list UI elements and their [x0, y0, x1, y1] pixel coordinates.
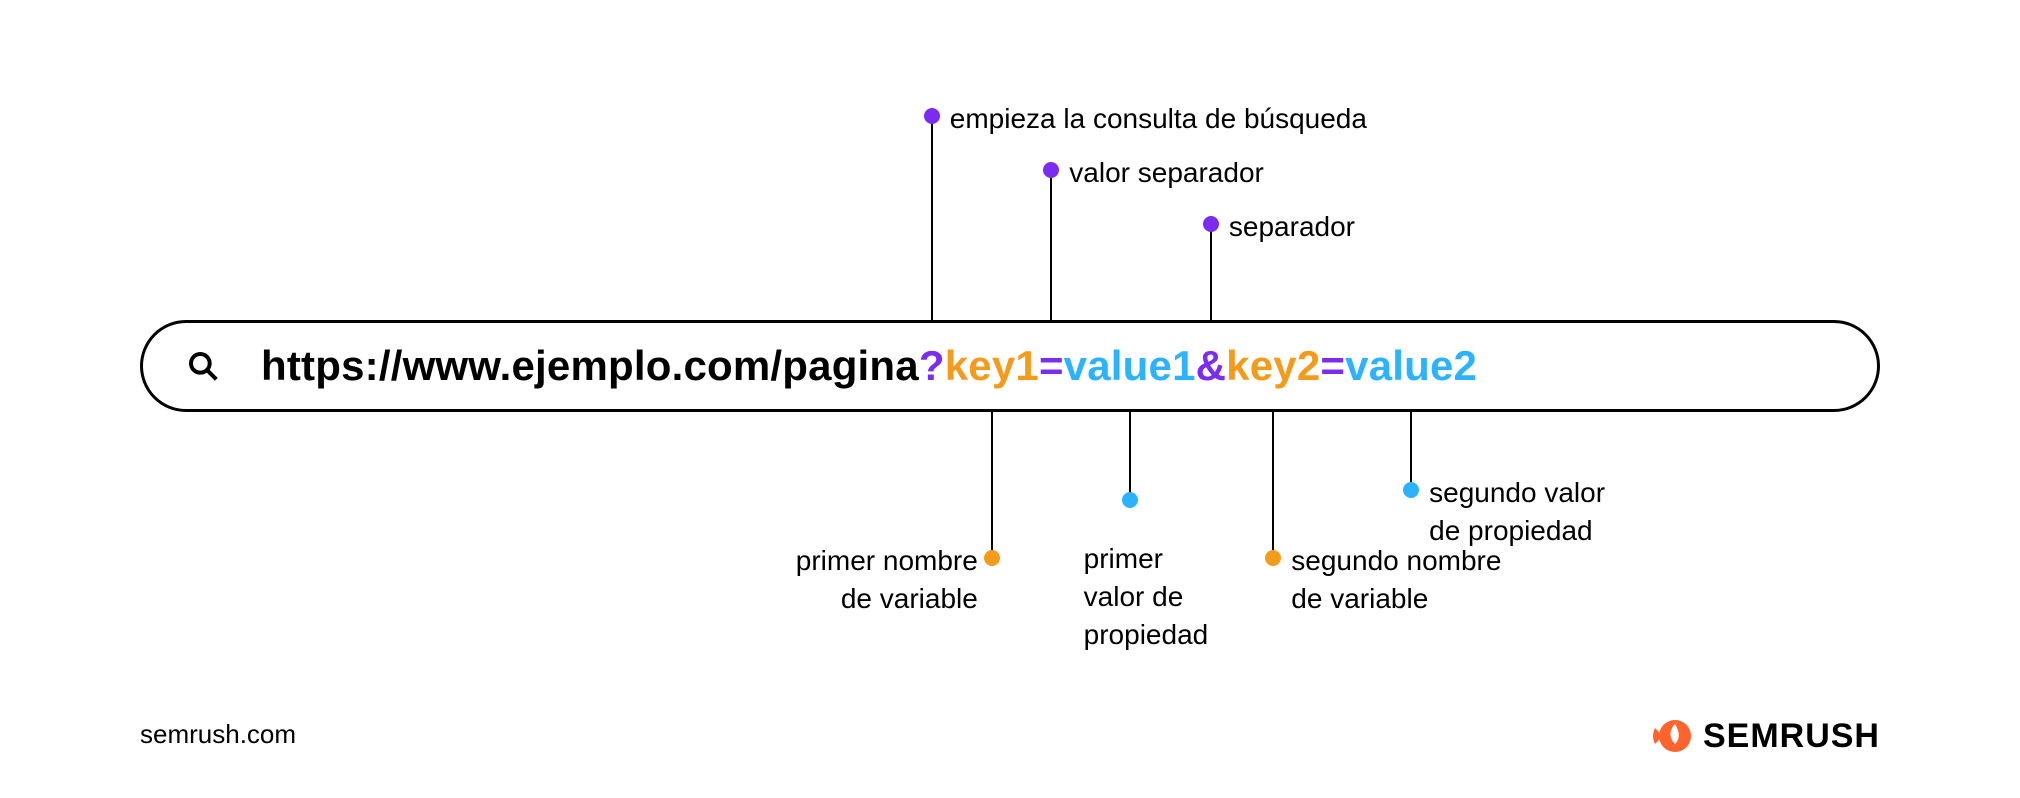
brand-logo: SEMRUSH: [1649, 714, 1880, 758]
url-part-amp: &: [1196, 342, 1227, 390]
url-part-value1: value1: [1064, 342, 1196, 390]
footer-site: semrush.com: [140, 719, 296, 750]
url-part-eq1: =: [1039, 342, 1064, 390]
brand-fire-icon: [1649, 714, 1693, 758]
url-part-value2: value2: [1345, 342, 1477, 390]
url-part-base: https://www.ejemplo.com/pagina: [261, 342, 919, 390]
annotation-label: separador: [1229, 208, 1355, 246]
annotation-dot: [984, 550, 1000, 566]
annotation-label: primer nombrede variable: [796, 542, 978, 618]
url-part-key2: key2: [1226, 342, 1320, 390]
url-text: https://www.ejemplo.com/pagina?key1=valu…: [261, 342, 1477, 390]
url-part-key1: key1: [945, 342, 1039, 390]
brand-name: SEMRUSH: [1703, 717, 1880, 756]
connector-line: [1129, 412, 1131, 500]
connector-line: [1050, 178, 1052, 320]
annotation-dot: [1265, 550, 1281, 566]
connector-line: [1210, 232, 1212, 320]
connector-line: [991, 412, 993, 558]
diagram-canvas: empieza la consulta de búsqueda valor sep…: [0, 0, 2020, 798]
connector-line: [1410, 412, 1412, 490]
annotation-label: segundo nombrede variable: [1291, 542, 1501, 618]
annotation-dot: [924, 108, 940, 124]
url-bar: https://www.ejemplo.com/pagina?key1=valu…: [140, 320, 1880, 412]
annotation-dot: [1203, 216, 1219, 232]
url-part-eq2: =: [1320, 342, 1345, 390]
annotation-dot: [1122, 492, 1138, 508]
annotation-label: valor separador: [1069, 154, 1264, 192]
annotation-label: segundo valorde propiedad: [1429, 474, 1605, 550]
annotation-dot: [1403, 482, 1419, 498]
annotation-dot: [1043, 162, 1059, 178]
annotation-label: empieza la consulta de búsqueda: [950, 100, 1367, 138]
connector-line: [1272, 412, 1274, 558]
connector-line: [931, 124, 933, 320]
url-part-qmark: ?: [919, 342, 945, 390]
annotation-label: primervalor depropiedad: [1084, 540, 1209, 653]
search-icon: [185, 348, 221, 384]
